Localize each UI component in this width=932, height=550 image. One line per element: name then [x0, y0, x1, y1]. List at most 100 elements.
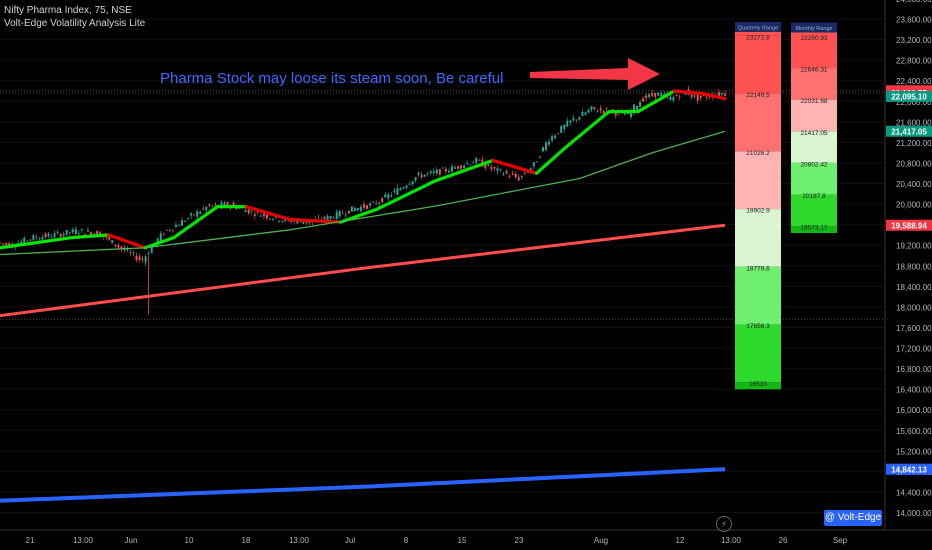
candle-body [648, 94, 651, 98]
price-label: 14,842.13 [886, 463, 932, 475]
candle-body [296, 221, 299, 224]
candle-body [0, 242, 1, 244]
band-zone [735, 35, 781, 94]
candle [138, 253, 141, 263]
candle-body [259, 215, 262, 217]
candle [457, 165, 460, 172]
candle [414, 176, 417, 183]
candle [535, 160, 538, 163]
candle [32, 233, 35, 241]
band-level-label: 20187.8 [802, 193, 826, 200]
candle-body [323, 216, 326, 219]
band-level-label: 20802.42 [800, 161, 827, 168]
candle-body [584, 112, 587, 115]
candle-body [478, 159, 481, 161]
candle-body [262, 213, 265, 217]
candle-body [460, 165, 463, 169]
candle-body [532, 162, 535, 167]
candle-body [38, 238, 41, 240]
candle [387, 192, 390, 202]
candle [174, 221, 177, 228]
candle [272, 217, 275, 222]
candle [532, 162, 535, 170]
candle-body [496, 168, 499, 172]
candle [447, 168, 450, 173]
candle-body [693, 95, 696, 97]
candle-body [699, 95, 702, 98]
candle [402, 186, 405, 190]
y-tick-label: 22,800.00 [896, 57, 932, 66]
price-label-bg [886, 90, 932, 102]
candle [675, 93, 678, 97]
candle [171, 229, 174, 233]
y-tick-label: 21,600.00 [896, 118, 932, 127]
band-zone [735, 382, 781, 390]
candle-body [190, 213, 193, 216]
candle-body [523, 173, 526, 175]
band-level-label: 22646.31 [800, 67, 827, 74]
x-tick-label: Sep [833, 536, 848, 545]
candle-body [278, 221, 281, 222]
candle-body [205, 206, 208, 211]
candle-body [171, 229, 174, 231]
candle [359, 204, 362, 214]
candle-body [514, 173, 517, 178]
candle-body [177, 225, 180, 226]
candle-body [56, 232, 59, 234]
candle [305, 222, 308, 225]
candle-body [541, 147, 544, 152]
candle-body [639, 102, 642, 108]
candle [187, 217, 190, 221]
lightning-icon[interactable]: ⚡ [716, 516, 732, 532]
x-tick-label: 18 [242, 536, 251, 545]
candle-body [469, 164, 472, 166]
candle [190, 212, 193, 219]
candle-body [375, 203, 378, 205]
candle [59, 232, 62, 239]
candle-body [505, 170, 508, 174]
price-label-bg [886, 125, 932, 137]
candle [490, 164, 493, 172]
candle [629, 107, 632, 120]
x-tick-label: Jun [125, 536, 138, 545]
candle-body [353, 208, 356, 212]
candle [159, 231, 162, 243]
arrow-icon [530, 58, 660, 90]
candle [487, 164, 490, 167]
candle-body [569, 120, 572, 123]
candle-body [378, 202, 381, 204]
y-tick-label: 17,600.00 [896, 324, 932, 333]
y-tick-label: 16,400.00 [896, 386, 932, 395]
candle-body [435, 169, 438, 174]
candle [181, 217, 184, 226]
band-zone [791, 68, 837, 100]
candle [678, 94, 681, 101]
candle-body [144, 256, 147, 263]
band-zone [791, 226, 837, 234]
candle-body [83, 233, 86, 235]
candle-body [317, 217, 320, 219]
candle [65, 229, 68, 237]
candle [378, 201, 381, 207]
candle [541, 146, 544, 153]
candle [581, 108, 584, 117]
y-tick-label: 21,200.00 [896, 139, 932, 148]
candle-body [32, 235, 35, 241]
band-level-label: 17656.3 [746, 323, 770, 330]
candle [396, 184, 399, 196]
candle-body [450, 166, 453, 172]
candle-body [193, 214, 196, 216]
x-tick-label: 13:00 [721, 536, 742, 545]
candle [724, 90, 726, 97]
candle-body [487, 164, 490, 167]
candle-body [77, 233, 80, 235]
price-label-bg [886, 219, 932, 231]
brand-badge[interactable]: @ Volt-Edge [824, 510, 882, 526]
candle [262, 212, 265, 220]
candle [639, 99, 642, 108]
y-tick-label: 22,000.00 [896, 98, 932, 107]
moving-average-green-line [0, 130, 726, 256]
band-zone [735, 151, 781, 210]
candle [50, 234, 53, 238]
